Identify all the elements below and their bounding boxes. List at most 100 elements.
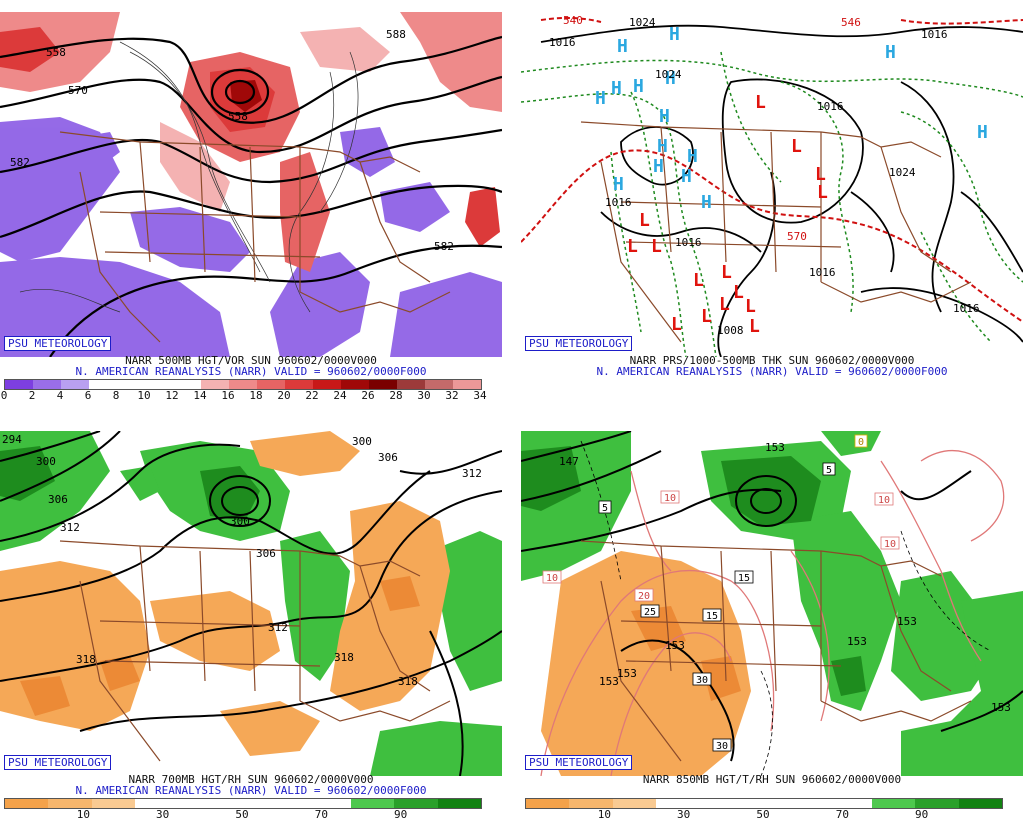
colorbar-segment xyxy=(958,799,1002,808)
thickness-label: 570 xyxy=(787,230,807,243)
contour-label: 300 xyxy=(352,435,372,448)
contour-label: 306 xyxy=(378,451,398,464)
isobar-label: 1016 xyxy=(817,100,844,113)
isobar-label: 1016 xyxy=(605,196,632,209)
low-pressure-symbol: L xyxy=(733,282,744,303)
contour-label: 153 xyxy=(847,635,867,648)
temperature-box-label: 20 xyxy=(634,588,654,602)
colorbar-segment xyxy=(425,380,453,389)
panel-850mb-temperature: 147 153 153 153 153 153 153 153 5 5 xyxy=(521,419,1023,823)
colorbar-segment xyxy=(201,380,229,389)
colorbar-tick-label: 10 xyxy=(597,808,611,821)
isobar-label: 1016 xyxy=(921,28,948,41)
temperature-box-label: 30 xyxy=(692,672,712,686)
colorbar-tick-label: 18 xyxy=(249,389,263,402)
isobar-label: 1008 xyxy=(717,324,744,337)
colorbar-segment xyxy=(221,799,265,808)
svg-text:10: 10 xyxy=(884,539,896,550)
contour-label: 570 xyxy=(68,84,88,97)
low-pressure-symbol: L xyxy=(719,294,730,315)
low-pressure-symbol: L xyxy=(745,296,756,317)
svg-text:30: 30 xyxy=(716,741,728,752)
colorbar-vorticity xyxy=(4,379,482,390)
caption-line-1: NARR PRS/1000-500MB THK SUN 960602/0000V… xyxy=(629,354,915,367)
isobar-label: 1024 xyxy=(889,166,916,179)
colorbar-segment xyxy=(397,380,425,389)
colorbar-tick-label: 8 xyxy=(112,389,120,402)
colorbar-segment xyxy=(453,380,481,389)
svg-text:10: 10 xyxy=(546,573,558,584)
colorbar-tick-label: 50 xyxy=(756,808,770,821)
isobar-label: 1024 xyxy=(655,68,682,81)
psu-meteorology-badge: PSU METEOROLOGY xyxy=(4,336,112,351)
colorbar-tick-label: 22 xyxy=(305,389,319,402)
colorbar-ticks: 0 2 4 6 8 10 12 14 16 18 20 22 24 26 28 30 32 34 xyxy=(1,389,487,402)
contour-label: 306 xyxy=(256,547,276,560)
map-pressure-thickness: H H H H H H H H H H H H H H H L L L L xyxy=(521,12,1023,357)
high-pressure-symbol: H xyxy=(659,106,670,127)
colorbar-segment xyxy=(257,380,285,389)
contour-label: 582 xyxy=(434,240,454,253)
colorbar-tick-label: 28 xyxy=(389,389,403,402)
high-pressure-symbol: H xyxy=(611,78,622,99)
colorbar-segment xyxy=(872,799,916,808)
temperature-box-label: 10 xyxy=(880,536,900,550)
svg-text:10: 10 xyxy=(664,493,676,504)
colorbar-tick-label: 10 xyxy=(76,808,90,821)
colorbar-tick-label: 34 xyxy=(473,389,487,402)
colorbar-segment xyxy=(612,799,656,808)
colorbar-ticks: 10 30 50 70 90 xyxy=(4,808,480,821)
isobar-label: 1016 xyxy=(675,236,702,249)
svg-text:5: 5 xyxy=(826,465,832,476)
low-pressure-symbol: L xyxy=(749,316,760,337)
colorbar-segment xyxy=(655,799,700,808)
colorbar-tick-label: 24 xyxy=(333,389,347,402)
colorbar-segment xyxy=(699,799,743,808)
high-pressure-symbol: H xyxy=(681,166,692,187)
high-pressure-symbol: H xyxy=(669,24,680,45)
svg-text:25: 25 xyxy=(644,607,656,618)
low-pressure-symbol: L xyxy=(721,262,732,283)
colorbar-segment xyxy=(307,799,352,808)
colorbar-tick-label: 30 xyxy=(677,808,691,821)
contour-label: 558 xyxy=(46,46,66,59)
isobar-label: 1024 xyxy=(629,16,656,29)
temperature-box-label: 25 xyxy=(640,604,660,618)
contour-label: 588 xyxy=(386,28,406,41)
low-pressure-symbol: L xyxy=(671,314,682,335)
panel-pressure-thickness: H H H H H H H H H H H H H H H L L L L xyxy=(521,0,1023,404)
low-pressure-symbol: L xyxy=(791,136,802,157)
colorbar-segment xyxy=(145,380,173,389)
contour-label: 318 xyxy=(334,651,354,664)
thickness-label: 540 xyxy=(563,14,583,27)
contour-label: 153 xyxy=(665,639,685,652)
caption-line-1: NARR 700MB HGT/RH SUN 960602/0000V000 xyxy=(128,773,374,786)
temperature-box-label: 30 xyxy=(712,738,732,752)
contour-label: 312 xyxy=(462,467,482,480)
colorbar-segment xyxy=(264,799,308,808)
contour-label: 153 xyxy=(599,675,619,688)
caption-line-1: NARR 500MB HGT/VOR SUN 960602/0000V000 xyxy=(125,354,377,367)
temperature-box-label: 10 xyxy=(874,492,894,506)
colorbar-segment xyxy=(394,799,438,808)
panel-700mb-humidity: 294 300 306 312 300 300 306 312 318 318 … xyxy=(0,419,502,823)
colorbar-tick-label: 90 xyxy=(915,808,929,821)
caption-line-1: NARR 850MB HGT/T/RH SUN 960602/0000V000 xyxy=(642,773,902,786)
colorbar-segment xyxy=(351,799,395,808)
temperature-box-label: 15 xyxy=(702,608,722,622)
colorbar-tick-label: 6 xyxy=(84,389,92,402)
contour-label: 147 xyxy=(559,455,579,468)
contour-label: 318 xyxy=(398,675,418,688)
colorbar-segment xyxy=(369,380,397,389)
low-pressure-symbol: L xyxy=(651,236,662,257)
colorbar-segment xyxy=(915,799,959,808)
colorbar-tick-label: 12 xyxy=(165,389,179,402)
low-pressure-symbol: L xyxy=(815,164,826,185)
thickness-label: 546 xyxy=(841,16,861,29)
svg-text:0: 0 xyxy=(858,437,864,448)
colorbar-humidity xyxy=(525,798,1003,809)
colorbar-tick-label: 16 xyxy=(221,389,235,402)
colorbar-segment xyxy=(742,799,786,808)
colorbar-segment xyxy=(173,380,201,389)
colorbar-segment xyxy=(5,799,49,808)
